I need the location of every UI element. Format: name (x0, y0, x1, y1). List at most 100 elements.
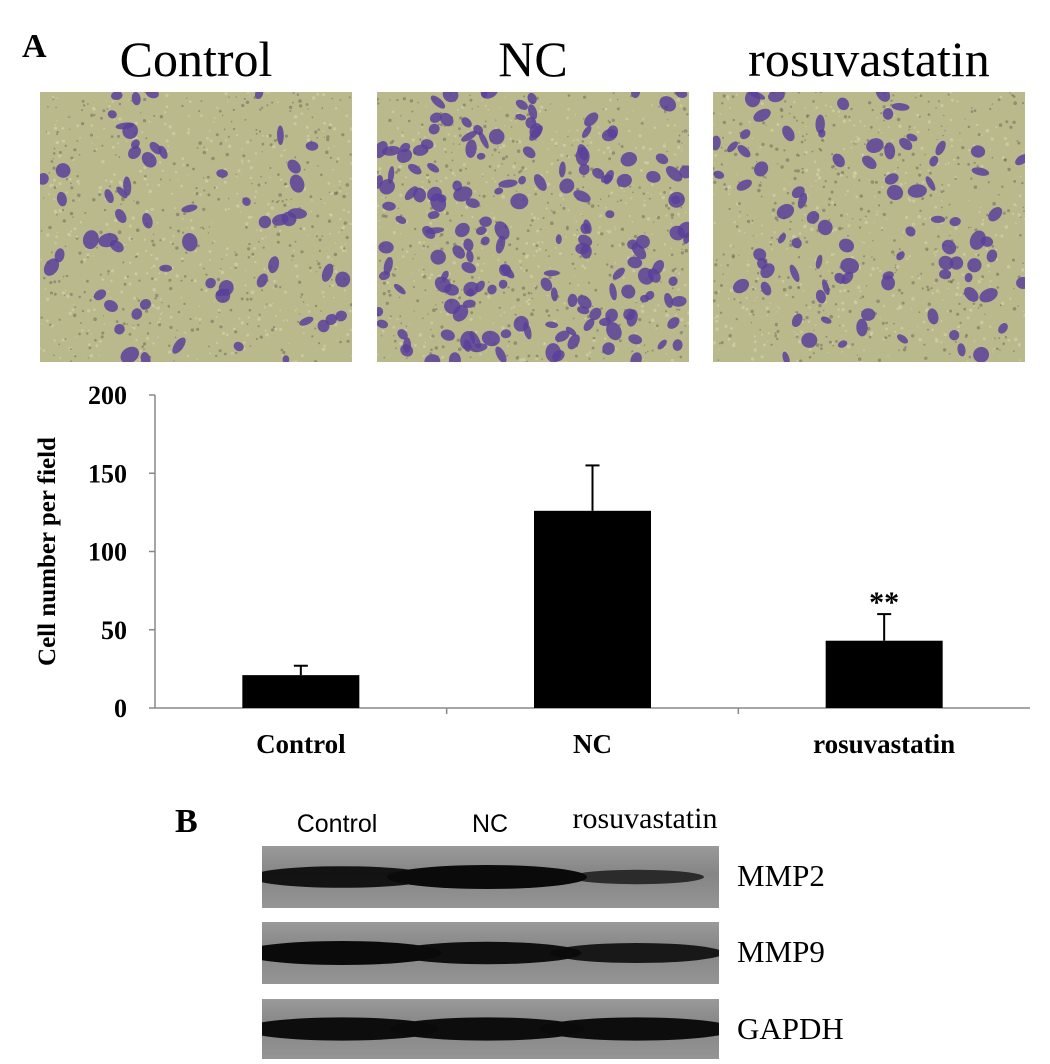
stained-cell (748, 92, 766, 100)
stained-cell (400, 344, 414, 357)
stained-cell (317, 319, 330, 333)
image-title-control: Control (119, 31, 273, 87)
stained-cell (623, 308, 636, 321)
stained-cell (437, 194, 447, 203)
stained-cell (104, 300, 118, 312)
stained-cell (939, 269, 952, 280)
stained-cell (602, 342, 615, 355)
stained-cell (430, 249, 446, 265)
stained-cell (321, 263, 334, 282)
band-gapdh-lane-1 (262, 1017, 440, 1041)
blot-bands-mmp9 (262, 941, 719, 965)
band-gapdh-lane-2 (389, 1017, 585, 1041)
stained-cell (897, 334, 908, 344)
stained-cell (957, 343, 966, 357)
stained-cell (620, 152, 637, 167)
stained-cell (412, 144, 429, 156)
y-tick-label: 100 (88, 538, 127, 567)
stained-cell (655, 153, 669, 165)
stained-cell (949, 330, 960, 341)
stained-cell (727, 141, 738, 153)
stained-cell (899, 137, 913, 151)
stained-cell (776, 203, 795, 220)
stained-cell (139, 298, 152, 310)
stained-cell (970, 145, 986, 158)
stained-cell (145, 92, 159, 99)
stained-cell (635, 234, 650, 249)
stained-cell (627, 239, 638, 250)
stained-cell (891, 103, 910, 111)
stained-cell (906, 133, 918, 142)
bar-chart: 0 50 100 150 200 Control NC rosuvastatin ** Cell … (34, 381, 1030, 759)
stained-cell (510, 193, 529, 210)
stained-cell (428, 123, 440, 135)
stained-cell (1015, 154, 1025, 166)
stained-cell (575, 147, 590, 166)
stained-cell (930, 215, 946, 224)
stained-cell (791, 186, 805, 199)
stained-cell (567, 293, 578, 307)
blot-bands-gapdh (262, 1017, 719, 1041)
stained-cell (713, 170, 725, 179)
micrograph-nc-svg (377, 92, 689, 362)
stained-cell (603, 170, 614, 185)
stained-cell (172, 337, 186, 354)
stained-cell (559, 161, 566, 178)
stained-cell (736, 179, 752, 191)
stained-cell (821, 279, 830, 296)
stained-cell (815, 254, 823, 269)
stained-cell (791, 313, 803, 327)
stained-cell (545, 321, 559, 329)
stained-cell (427, 162, 440, 173)
band-mmp2-lane-2 (387, 865, 587, 889)
stained-cell (837, 340, 848, 348)
lane-label-control: Control (296, 810, 378, 838)
stained-cell (40, 173, 49, 185)
lane-label-rosuvastatin: rosuvastatin (572, 802, 718, 835)
stained-cell (424, 354, 441, 362)
stained-cell (131, 92, 141, 106)
stained-cell (973, 346, 990, 362)
stained-cell (605, 308, 618, 323)
stained-cell (305, 141, 319, 151)
stained-cell (120, 346, 140, 362)
stained-cell (116, 186, 128, 199)
stained-cell (335, 271, 351, 288)
band-mmp9-lane-3 (550, 943, 719, 963)
stained-cell (667, 317, 680, 329)
stained-cell (43, 258, 60, 276)
stained-cell (142, 213, 153, 229)
stained-cell (462, 299, 476, 308)
stained-cell (256, 273, 268, 288)
stained-cell (834, 272, 846, 284)
stained-cell (140, 352, 151, 362)
stained-cell (664, 292, 674, 308)
stained-cell (515, 113, 527, 121)
stained-cell (299, 316, 314, 326)
band-gapdh-lane-3 (539, 1017, 719, 1041)
stained-cell (461, 117, 472, 128)
stained-cell (478, 131, 489, 149)
stained-cell (550, 287, 558, 302)
stained-cell (884, 142, 896, 160)
stained-cell (979, 288, 998, 303)
stained-cell (801, 332, 818, 348)
image-title-nc: NC (498, 31, 568, 87)
stained-cell (881, 275, 896, 291)
stained-cell (925, 176, 936, 191)
stained-cell (404, 186, 418, 201)
blot-strip-gapdh (262, 999, 719, 1059)
stained-cell (605, 210, 615, 219)
stained-cell (525, 117, 537, 129)
lane-label-nc: NC (471, 810, 509, 838)
stained-cell (82, 230, 99, 250)
stained-cell (838, 238, 855, 253)
stained-cell (791, 238, 802, 249)
stained-cell (886, 184, 904, 201)
stained-cell (111, 92, 123, 101)
band-mmp2-lane-3 (570, 869, 704, 885)
stained-cell (882, 108, 894, 120)
stained-cell (335, 310, 347, 322)
stained-cell (555, 330, 570, 342)
stained-cell (533, 174, 547, 191)
